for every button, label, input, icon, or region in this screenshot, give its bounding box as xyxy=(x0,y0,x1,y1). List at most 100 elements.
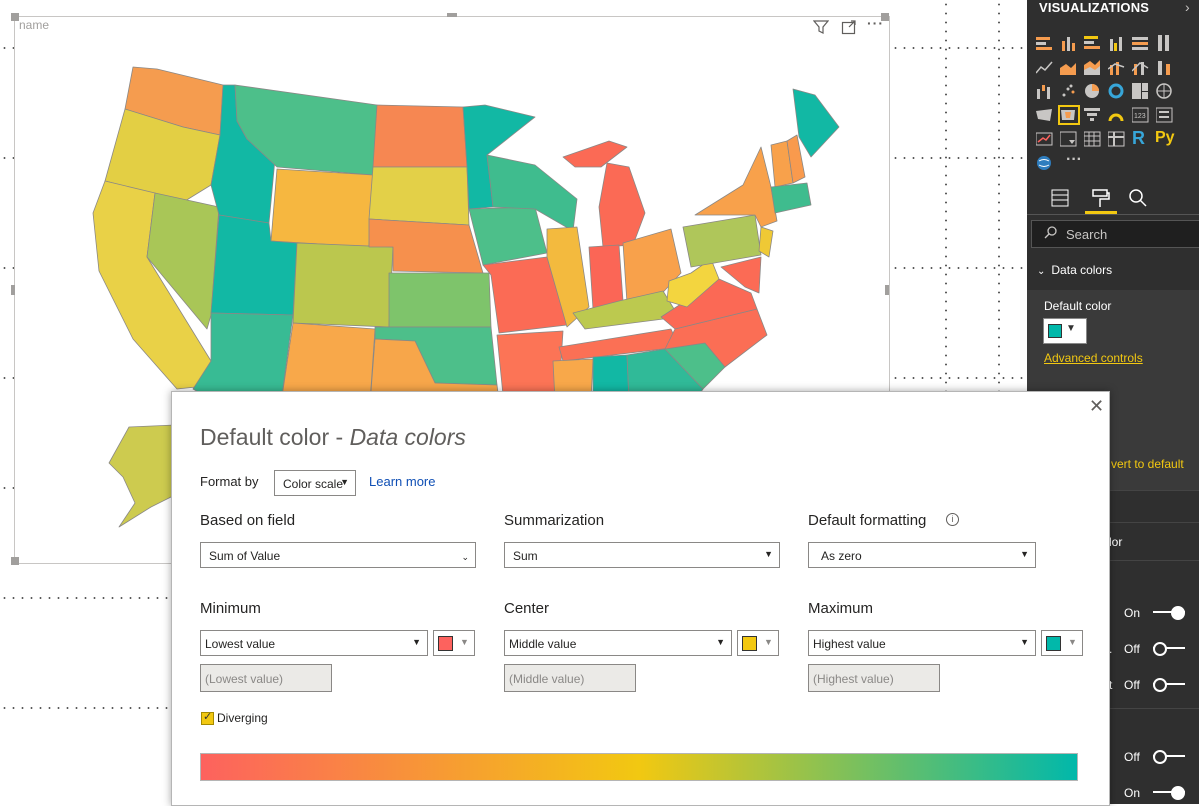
minimum-placeholder: (Lowest value) xyxy=(205,672,284,686)
chevron-down-icon: ▼ xyxy=(412,637,421,647)
toggle-switch[interactable] xyxy=(1153,786,1185,800)
minimum-color-picker[interactable]: ▼ xyxy=(433,630,475,656)
toggle-switch[interactable] xyxy=(1153,750,1185,764)
chevron-down-icon: ▼ xyxy=(764,637,773,647)
format-by-dropdown[interactable]: Color scale ▼ xyxy=(274,470,356,496)
chevron-down-icon: ▼ xyxy=(460,637,469,647)
stacked-area-chart-icon[interactable] xyxy=(1084,59,1102,75)
divider xyxy=(1027,522,1199,523)
resize-handle[interactable] xyxy=(447,13,457,17)
diverging-label: Diverging xyxy=(217,711,268,725)
toggle-switch[interactable] xyxy=(1153,606,1185,620)
resize-handle[interactable] xyxy=(881,13,889,21)
minimum-dropdown[interactable]: Lowest value ▼ xyxy=(200,630,428,656)
resize-handle[interactable] xyxy=(11,557,19,565)
table-icon[interactable] xyxy=(1084,131,1102,147)
r-visual-icon[interactable]: R xyxy=(1132,128,1145,148)
more-options-icon[interactable]: ··· xyxy=(867,15,884,31)
center-color-picker[interactable]: ▼ xyxy=(737,630,779,656)
filter-icon[interactable] xyxy=(812,19,830,38)
summarization-dropdown[interactable]: Sum ▼ xyxy=(504,542,780,568)
toggle-switch[interactable] xyxy=(1153,642,1185,656)
resize-handle[interactable] xyxy=(11,285,15,295)
default-color-picker[interactable]: ▼ xyxy=(1043,318,1087,344)
map-icon[interactable] xyxy=(1156,83,1174,99)
filled-map-icon[interactable] xyxy=(1058,105,1080,125)
format-by-value: Color scale xyxy=(283,477,344,491)
pane-tabs xyxy=(1027,182,1199,215)
learn-more-link[interactable]: Learn more xyxy=(369,474,436,489)
maximum-value-input[interactable]: (Highest value) xyxy=(808,664,940,692)
scatter-chart-icon[interactable] xyxy=(1060,83,1078,99)
chevron-down-icon: ▼ xyxy=(716,637,725,647)
chevron-down-icon: ▼ xyxy=(1068,637,1077,647)
format-by-label: Format by xyxy=(200,474,259,489)
format-search-input[interactable]: Search xyxy=(1031,220,1199,248)
close-icon[interactable]: ✕ xyxy=(1089,396,1105,416)
format-paint-roller-icon[interactable] xyxy=(1089,187,1111,209)
arcgis-map-icon[interactable] xyxy=(1036,155,1054,171)
default-formatting-dropdown[interactable]: As zero ▼ xyxy=(808,542,1036,568)
based-on-field-value: Sum of Value xyxy=(209,549,281,563)
matrix-icon[interactable] xyxy=(1108,131,1126,147)
shape-map-icon[interactable] xyxy=(1036,107,1054,123)
ribbon-chart-icon[interactable] xyxy=(1156,59,1174,75)
funnel-icon[interactable] xyxy=(1084,107,1102,123)
chevron-down-icon: ▼ xyxy=(340,477,349,487)
toggle-switch[interactable] xyxy=(1153,678,1185,692)
revert-to-default-link[interactable]: vert to default xyxy=(1111,457,1184,471)
toggle-state: Off xyxy=(1124,678,1140,692)
donut-chart-icon[interactable] xyxy=(1108,83,1126,99)
chevron-down-icon: ▼ xyxy=(764,549,773,559)
python-visual-icon[interactable]: Py xyxy=(1155,129,1175,146)
center-dropdown[interactable]: Middle value ▼ xyxy=(504,630,732,656)
center-value-input[interactable]: (Middle value) xyxy=(504,664,636,692)
maximum-color-picker[interactable]: ▼ xyxy=(1041,630,1083,656)
advanced-controls-link[interactable]: Advanced controls xyxy=(1044,351,1143,365)
fields-tab-icon[interactable] xyxy=(1049,187,1071,209)
line-chart-icon[interactable] xyxy=(1036,59,1054,75)
line-and-clustered-column-icon[interactable] xyxy=(1132,59,1150,75)
multi-row-card-icon[interactable] xyxy=(1156,107,1174,123)
resize-handle[interactable] xyxy=(885,285,889,295)
waterfall-chart-icon[interactable] xyxy=(1036,83,1054,99)
clustered-bar-chart-icon[interactable] xyxy=(1084,35,1102,51)
line-and-column-chart-icon[interactable] xyxy=(1108,59,1126,75)
based-on-field-dropdown[interactable]: Sum of Value ⌄ xyxy=(200,542,476,568)
maximum-placeholder: (Highest value) xyxy=(813,672,894,686)
dialog-title-sub: Data colors xyxy=(349,424,466,450)
maximum-dropdown[interactable]: Highest value ▼ xyxy=(808,630,1036,656)
100-stacked-column-icon[interactable] xyxy=(1156,35,1174,51)
pie-chart-icon[interactable] xyxy=(1084,83,1102,99)
chevron-down-icon: ▼ xyxy=(1066,323,1076,334)
card-icon[interactable]: 123 xyxy=(1132,107,1150,123)
info-icon[interactable]: i xyxy=(946,513,959,526)
maximum-value: Highest value xyxy=(813,637,886,651)
clustered-column-chart-icon[interactable] xyxy=(1108,35,1126,51)
dialog-title: Default color - Data colors xyxy=(200,424,466,451)
chevron-down-icon: ⌄ xyxy=(461,552,469,562)
collapse-pane-icon[interactable]: › xyxy=(1185,0,1190,15)
default-color-label: Default color xyxy=(1044,299,1112,313)
analytics-magnifier-icon[interactable] xyxy=(1127,187,1149,209)
diverging-checkbox[interactable]: ✓ xyxy=(201,711,214,725)
resize-handle[interactable] xyxy=(11,13,19,21)
kpi-icon[interactable] xyxy=(1036,131,1054,147)
minimum-label: Minimum xyxy=(200,600,261,617)
stacked-column-chart-icon[interactable] xyxy=(1060,35,1078,51)
focus-mode-icon[interactable] xyxy=(841,19,857,38)
default-color-dialog: ✕ Default color - Data colors Format by … xyxy=(171,391,1110,806)
stacked-bar-chart-icon[interactable] xyxy=(1036,35,1054,51)
toggle-label-partial: . xyxy=(1109,642,1113,656)
treemap-icon[interactable] xyxy=(1132,83,1150,99)
active-tab-indicator xyxy=(1085,211,1117,214)
more-visuals-icon[interactable]: ··· xyxy=(1066,151,1082,168)
area-chart-icon[interactable] xyxy=(1060,59,1078,75)
data-colors-section-header[interactable]: ⌄ Data colors xyxy=(1037,263,1112,277)
minimum-value-input[interactable]: (Lowest value) xyxy=(200,664,332,692)
slicer-icon[interactable] xyxy=(1060,131,1078,147)
default-formatting-label: Default formatting xyxy=(808,512,927,529)
100-stacked-bar-icon[interactable] xyxy=(1132,35,1150,51)
gauge-icon[interactable] xyxy=(1108,107,1126,123)
based-on-field-label: Based on field xyxy=(200,512,296,529)
